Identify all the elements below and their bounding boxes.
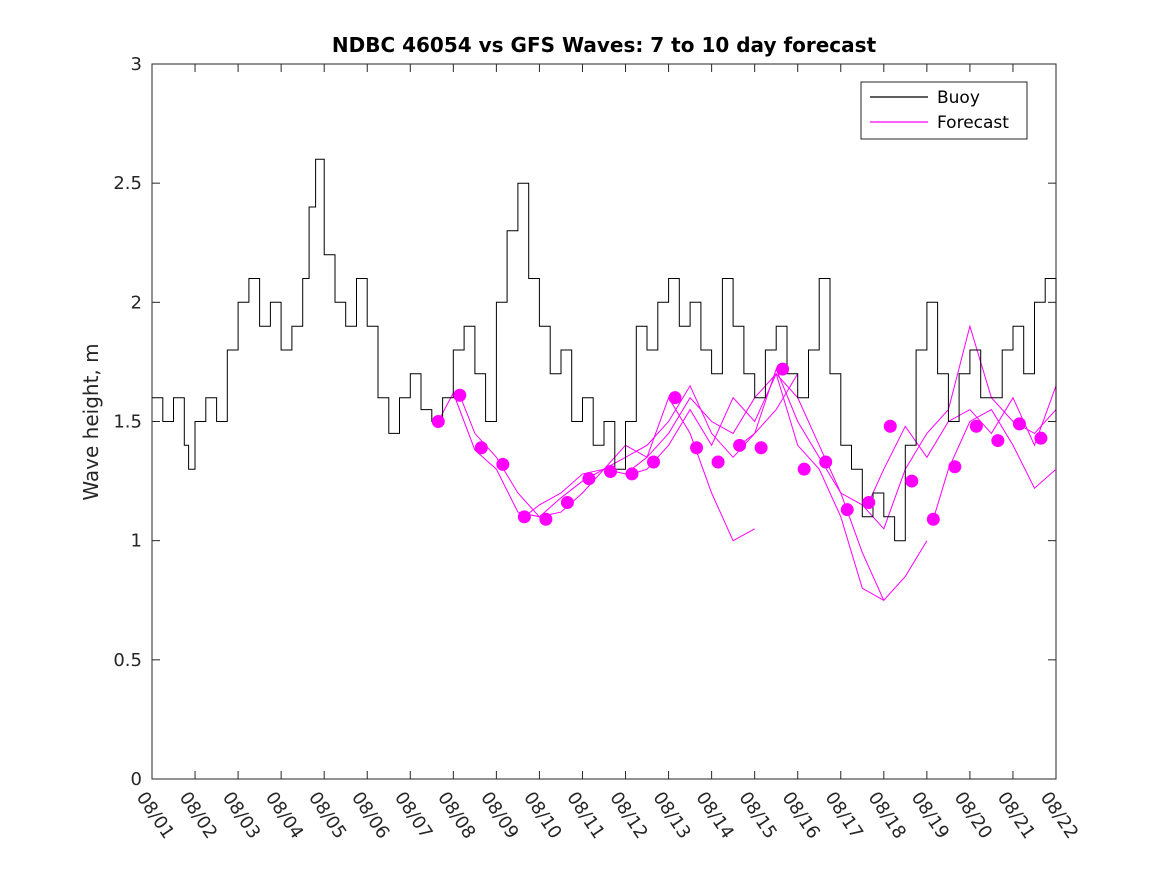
forecast-point [991,434,1005,448]
x-tick-label: 08/17 [821,788,867,843]
x-tick-label: 08/20 [950,788,996,843]
y-tick-label: 1 [131,531,142,552]
legend-buoy-label: Buoy [937,88,980,108]
forecast-point [539,512,553,526]
forecast-point [517,510,531,524]
x-tick-label: 08/13 [648,788,694,843]
x-tick-label: 08/19 [907,788,953,843]
y-tick-label: 2.5 [113,173,142,194]
x-tick-label: 08/07 [390,788,436,843]
x-tick-label: 08/14 [691,788,737,843]
y-tick-label: 3 [131,54,142,75]
x-tick-label: 08/16 [778,788,824,843]
tick-marks [151,63,1057,780]
x-tick-label: 08/15 [735,788,781,843]
x-tick-label: 08/03 [218,788,264,843]
legend: Buoy Forecast [860,81,1028,140]
forecast-point [754,441,768,455]
forecast-point [474,441,488,455]
forecast-point [797,462,811,476]
forecast-point [969,419,983,433]
forecast-point [776,362,790,376]
forecast-point [711,455,725,469]
forecast-point [733,438,747,452]
forecast-point [926,512,940,526]
x-tick-label: 08/22 [1036,788,1082,843]
forecast-point [496,457,510,471]
legend-box [860,81,1028,140]
x-tick-label: 08/18 [864,788,910,843]
x-tick-labels: 08/0108/0208/0308/0408/0508/0608/0708/08… [132,788,1082,843]
forecast-point [905,474,919,488]
y-tick-label: 0 [131,769,142,790]
forecast-point [1034,431,1048,445]
y-tick-label: 0.5 [113,650,142,671]
forecast-point [625,467,639,481]
x-tick-label: 08/11 [562,788,608,843]
chart-title: NDBC 46054 vs GFS Waves: 7 to 10 day for… [332,33,877,57]
forecast-point [453,388,467,402]
x-tick-label: 08/06 [347,788,393,843]
y-tick-label: 1.5 [113,412,142,433]
forecast-point [668,391,682,405]
x-tick-label: 08/02 [175,788,221,843]
forecast-run-line [739,324,1057,530]
x-tick-label: 08/12 [605,788,651,843]
forecast-run-line [932,408,1057,520]
forecast-run-line [631,372,928,602]
forecast-point [582,472,596,486]
forecast-point [883,419,897,433]
y-tick-label: 2 [131,292,142,313]
forecast-point [690,441,704,455]
forecast-point [862,496,876,510]
forecast-point [819,455,833,469]
forecast-point [948,460,962,474]
x-tick-label: 08/05 [304,788,350,843]
forecast-point [647,455,661,469]
forecast-point [1012,417,1026,431]
forecast-run-line [524,372,885,601]
x-tick-label: 08/08 [433,788,479,843]
x-tick-label: 08/09 [476,788,522,843]
x-tick-label: 08/04 [261,788,307,843]
series-layer [152,158,1057,602]
forecast-point [840,503,854,517]
legend-forecast-label: Forecast [937,113,1009,133]
forecast-point [560,496,574,510]
x-tick-label: 08/10 [519,788,565,843]
buoy-line [152,158,1057,542]
forecast-point [431,415,445,428]
y-tick-labels: 0 0.5 1 1.5 2 2.5 3 [113,54,142,790]
y-axis-label: Wave height, m [79,343,103,500]
x-tick-label: 08/01 [132,788,178,843]
x-tick-label: 08/21 [993,788,1039,843]
forecast-point [603,465,617,479]
